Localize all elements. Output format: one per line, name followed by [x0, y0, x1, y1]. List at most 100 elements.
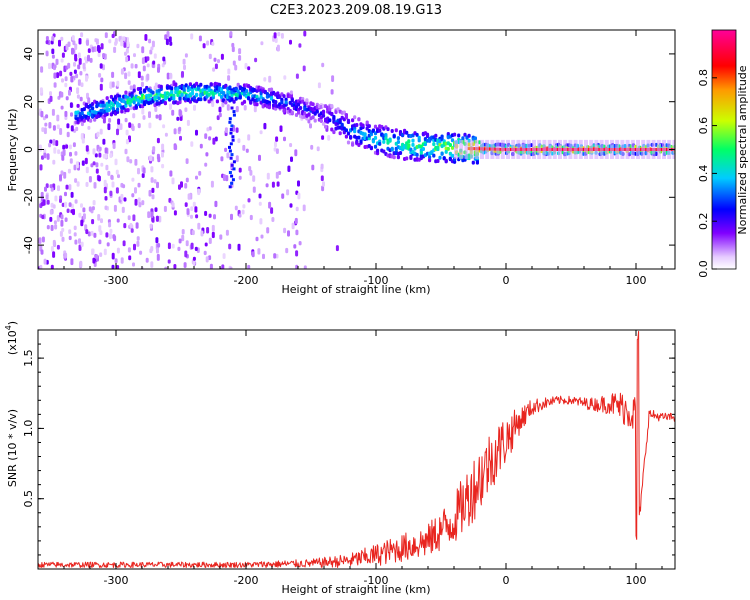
noise-mark [58, 39, 61, 47]
spectral-mark [388, 137, 392, 142]
noise-mark [206, 127, 210, 132]
streak-mark [230, 174, 234, 178]
noise-mark [289, 90, 293, 95]
noise-mark [39, 164, 43, 171]
spectral-mark [581, 148, 585, 151]
noise-mark [211, 231, 215, 239]
noise-mark [73, 225, 77, 231]
noise-mark [244, 62, 248, 70]
spectral-mark [334, 110, 338, 114]
noise-mark [295, 206, 299, 212]
noise-mark [51, 54, 55, 59]
spectral-mark [124, 90, 128, 95]
spectral-mark [382, 149, 386, 154]
noise-mark [82, 213, 86, 220]
colorbar [711, 29, 737, 270]
noise-mark [287, 165, 291, 173]
spectral-mark [307, 112, 311, 117]
noise-mark [80, 219, 84, 227]
noise-mark [297, 192, 301, 200]
noise-mark [104, 147, 108, 154]
noise-mark [52, 159, 56, 165]
spectrogram-marks [38, 30, 675, 269]
noise-mark [209, 263, 213, 269]
spectral-mark [138, 90, 143, 95]
noise-mark [123, 223, 127, 229]
spectral-mark [344, 128, 348, 133]
spectral-mark [432, 142, 436, 147]
noise-mark [166, 72, 170, 80]
noise-mark [281, 193, 285, 199]
noise-mark [38, 237, 42, 244]
spectral-mark [245, 89, 249, 94]
noise-mark [103, 186, 107, 194]
noise-mark [204, 133, 208, 140]
noise-mark [59, 230, 63, 237]
spectral-mark [170, 86, 174, 91]
noise-mark [109, 153, 113, 158]
noise-mark [206, 40, 210, 46]
noise-mark [85, 145, 89, 152]
noise-mark [117, 118, 121, 125]
noise-mark [208, 237, 212, 245]
noise-mark [226, 152, 230, 159]
noise-mark [87, 48, 91, 54]
noise-mark [294, 149, 298, 157]
spectral-mark [255, 102, 259, 107]
noise-mark [273, 253, 277, 259]
noise-mark [258, 154, 261, 162]
spectral-mark [330, 111, 334, 116]
noise-mark [316, 146, 320, 152]
spectrogram-xlabel: Height of straight line (km) [281, 283, 430, 296]
noise-mark [142, 167, 146, 174]
noise-mark [68, 89, 71, 96]
noise-mark [91, 219, 95, 225]
noise-mark [55, 140, 59, 147]
noise-mark [61, 78, 64, 83]
noise-mark [320, 163, 324, 170]
noise-mark [127, 71, 131, 77]
band-mark [521, 139, 526, 159]
streak-mark [228, 149, 232, 153]
noise-mark [59, 128, 63, 135]
noise-mark [45, 194, 49, 200]
noise-mark [62, 149, 66, 156]
noise-mark [285, 247, 289, 254]
noise-mark [152, 60, 156, 65]
noise-mark [211, 41, 215, 46]
spectral-mark [561, 148, 565, 151]
noise-mark [184, 107, 188, 113]
noise-mark [227, 75, 231, 81]
noise-mark [144, 34, 148, 41]
noise-mark [222, 174, 226, 182]
noise-mark [94, 153, 98, 158]
noise-mark [274, 141, 277, 148]
noise-mark [157, 156, 161, 163]
noise-mark [302, 204, 306, 212]
noise-mark [289, 143, 293, 148]
noise-mark [203, 250, 207, 256]
noise-mark [211, 101, 215, 108]
spectral-mark [311, 102, 315, 107]
noise-mark [192, 201, 196, 207]
noise-mark [74, 53, 78, 61]
noise-mark [155, 237, 159, 244]
noise-mark [91, 248, 95, 256]
noise-mark [92, 148, 96, 155]
noise-mark [249, 169, 253, 176]
noise-mark [109, 228, 113, 234]
noise-mark [64, 252, 68, 259]
band-mark [511, 139, 516, 159]
noise-mark [92, 200, 96, 206]
spectral-mark [174, 82, 178, 87]
noise-mark [184, 202, 188, 208]
spectral-mark [550, 148, 554, 151]
noise-mark [117, 174, 120, 179]
noise-mark [95, 162, 99, 168]
spectral-mark [188, 82, 192, 87]
noise-mark [141, 173, 145, 179]
spectral-mark [230, 97, 234, 102]
noise-mark [39, 87, 43, 94]
noise-mark [111, 181, 115, 188]
noise-mark [70, 75, 74, 83]
